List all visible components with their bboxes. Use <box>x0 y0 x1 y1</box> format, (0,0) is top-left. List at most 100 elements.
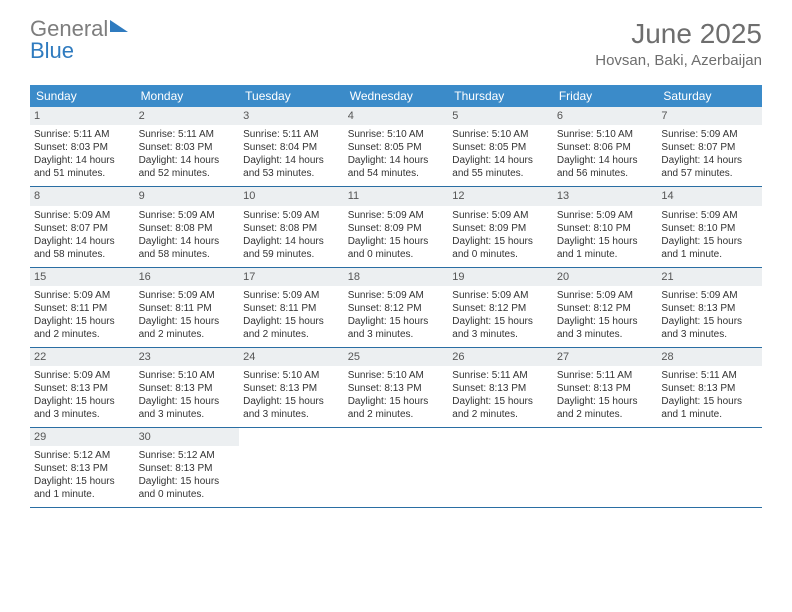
day-d1: Daylight: 14 hours <box>243 235 340 248</box>
day-cell: 12Sunrise: 5:09 AMSunset: 8:09 PMDayligh… <box>448 187 553 266</box>
day-cell: 1Sunrise: 5:11 AMSunset: 8:03 PMDaylight… <box>30 107 135 186</box>
day-number: 14 <box>657 187 762 205</box>
day-d2: and 3 minutes. <box>452 328 549 341</box>
day-sunset: Sunset: 8:13 PM <box>243 382 340 395</box>
day-d2: and 3 minutes. <box>139 408 236 421</box>
day-cell: 26Sunrise: 5:11 AMSunset: 8:13 PMDayligh… <box>448 348 553 427</box>
day-number: 26 <box>448 348 553 366</box>
day-sunrise: Sunrise: 5:10 AM <box>452 128 549 141</box>
day-number: 20 <box>553 268 658 286</box>
day-number: 23 <box>135 348 240 366</box>
day-cell: 25Sunrise: 5:10 AMSunset: 8:13 PMDayligh… <box>344 348 449 427</box>
day-cell-empty <box>344 428 449 507</box>
day-sunrise: Sunrise: 5:11 AM <box>557 369 654 382</box>
day-sunrise: Sunrise: 5:11 AM <box>243 128 340 141</box>
day-d2: and 2 minutes. <box>452 408 549 421</box>
weekday-header-row: SundayMondayTuesdayWednesdayThursdayFrid… <box>30 85 762 107</box>
day-number: 21 <box>657 268 762 286</box>
day-d1: Daylight: 15 hours <box>34 475 131 488</box>
day-d2: and 58 minutes. <box>34 248 131 261</box>
day-sunrise: Sunrise: 5:10 AM <box>348 369 445 382</box>
day-sunrise: Sunrise: 5:10 AM <box>557 128 654 141</box>
day-d2: and 0 minutes. <box>139 488 236 501</box>
day-number: 16 <box>135 268 240 286</box>
day-cell: 5Sunrise: 5:10 AMSunset: 8:05 PMDaylight… <box>448 107 553 186</box>
day-number: 5 <box>448 107 553 125</box>
day-number: 27 <box>553 348 658 366</box>
day-sunset: Sunset: 8:13 PM <box>139 462 236 475</box>
day-d1: Daylight: 15 hours <box>452 235 549 248</box>
day-d1: Daylight: 15 hours <box>34 395 131 408</box>
day-number: 1 <box>30 107 135 125</box>
day-d2: and 3 minutes. <box>348 328 445 341</box>
day-d1: Daylight: 15 hours <box>557 395 654 408</box>
day-cell-empty <box>448 428 553 507</box>
day-d1: Daylight: 15 hours <box>661 235 758 248</box>
day-sunrise: Sunrise: 5:12 AM <box>139 449 236 462</box>
day-cell-empty <box>553 428 658 507</box>
day-d2: and 3 minutes. <box>661 328 758 341</box>
day-d2: and 3 minutes. <box>557 328 654 341</box>
day-number: 28 <box>657 348 762 366</box>
day-d1: Daylight: 14 hours <box>348 154 445 167</box>
day-sunset: Sunset: 8:12 PM <box>452 302 549 315</box>
day-d2: and 3 minutes. <box>243 408 340 421</box>
day-sunset: Sunset: 8:11 PM <box>243 302 340 315</box>
day-d2: and 52 minutes. <box>139 167 236 180</box>
day-sunrise: Sunrise: 5:09 AM <box>661 289 758 302</box>
day-cell: 29Sunrise: 5:12 AMSunset: 8:13 PMDayligh… <box>30 428 135 507</box>
day-number: 9 <box>135 187 240 205</box>
day-d2: and 2 minutes. <box>243 328 340 341</box>
day-sunrise: Sunrise: 5:09 AM <box>348 209 445 222</box>
day-d1: Daylight: 14 hours <box>139 235 236 248</box>
week-row: 1Sunrise: 5:11 AMSunset: 8:03 PMDaylight… <box>30 107 762 187</box>
day-d2: and 2 minutes. <box>348 408 445 421</box>
day-number: 7 <box>657 107 762 125</box>
day-d1: Daylight: 15 hours <box>243 315 340 328</box>
day-d1: Daylight: 15 hours <box>452 395 549 408</box>
day-sunset: Sunset: 8:13 PM <box>661 382 758 395</box>
day-sunrise: Sunrise: 5:09 AM <box>661 209 758 222</box>
day-d2: and 58 minutes. <box>139 248 236 261</box>
day-d1: Daylight: 15 hours <box>348 235 445 248</box>
day-d1: Daylight: 15 hours <box>557 235 654 248</box>
day-cell: 9Sunrise: 5:09 AMSunset: 8:08 PMDaylight… <box>135 187 240 266</box>
day-sunrise: Sunrise: 5:09 AM <box>452 209 549 222</box>
day-sunrise: Sunrise: 5:09 AM <box>139 209 236 222</box>
weekday-header: Friday <box>553 85 658 107</box>
day-d1: Daylight: 14 hours <box>661 154 758 167</box>
day-number: 8 <box>30 187 135 205</box>
day-sunrise: Sunrise: 5:11 AM <box>34 128 131 141</box>
day-number: 25 <box>344 348 449 366</box>
day-sunset: Sunset: 8:13 PM <box>139 382 236 395</box>
day-cell: 6Sunrise: 5:10 AMSunset: 8:06 PMDaylight… <box>553 107 658 186</box>
day-d1: Daylight: 14 hours <box>34 235 131 248</box>
day-d1: Daylight: 15 hours <box>139 395 236 408</box>
weekday-header: Thursday <box>448 85 553 107</box>
day-sunrise: Sunrise: 5:09 AM <box>452 289 549 302</box>
day-sunrise: Sunrise: 5:10 AM <box>139 369 236 382</box>
logo-text-block: General Blue <box>30 18 128 62</box>
day-sunset: Sunset: 8:13 PM <box>452 382 549 395</box>
day-sunrise: Sunrise: 5:09 AM <box>34 209 131 222</box>
day-number: 10 <box>239 187 344 205</box>
week-row: 29Sunrise: 5:12 AMSunset: 8:13 PMDayligh… <box>30 428 762 508</box>
day-cell: 19Sunrise: 5:09 AMSunset: 8:12 PMDayligh… <box>448 268 553 347</box>
week-row: 8Sunrise: 5:09 AMSunset: 8:07 PMDaylight… <box>30 187 762 267</box>
logo: General Blue <box>30 18 128 62</box>
day-cell: 10Sunrise: 5:09 AMSunset: 8:08 PMDayligh… <box>239 187 344 266</box>
day-cell: 16Sunrise: 5:09 AMSunset: 8:11 PMDayligh… <box>135 268 240 347</box>
day-number: 17 <box>239 268 344 286</box>
day-d2: and 2 minutes. <box>557 408 654 421</box>
day-cell: 17Sunrise: 5:09 AMSunset: 8:11 PMDayligh… <box>239 268 344 347</box>
day-d1: Daylight: 15 hours <box>139 315 236 328</box>
day-number: 18 <box>344 268 449 286</box>
day-d1: Daylight: 15 hours <box>348 395 445 408</box>
day-d2: and 59 minutes. <box>243 248 340 261</box>
logo-text-blue: Blue <box>30 38 74 63</box>
day-d2: and 1 minute. <box>661 408 758 421</box>
day-sunrise: Sunrise: 5:09 AM <box>34 289 131 302</box>
day-d2: and 2 minutes. <box>34 328 131 341</box>
day-sunset: Sunset: 8:03 PM <box>34 141 131 154</box>
day-d1: Daylight: 14 hours <box>557 154 654 167</box>
